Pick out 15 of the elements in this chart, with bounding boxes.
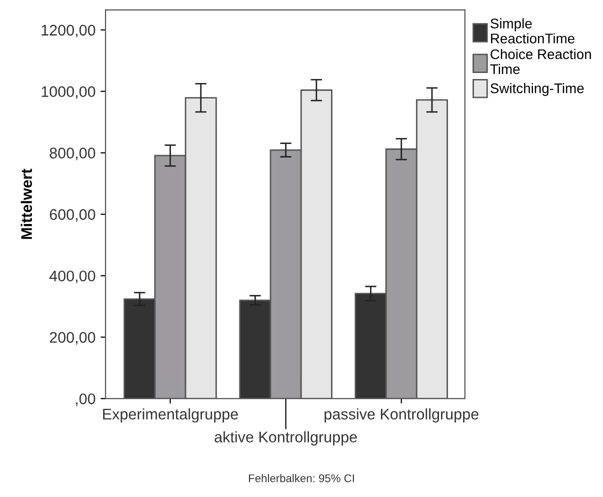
legend-label: Simple ReactionTime (490, 18, 574, 44)
y-tick-label: 800,00 (50, 148, 96, 160)
y-tick-label: 1000,00 (42, 86, 96, 99)
x-tick-label: aktive Kontrollgruppe (214, 431, 357, 446)
y-tick-label: 1200,00 (42, 24, 96, 38)
legend-label: Switching-Time (490, 83, 584, 96)
y-tick-label: ,00 (76, 393, 96, 406)
text: Fehlerbalken: 95% CI (248, 474, 354, 482)
y-tick-label: 600,00 (50, 209, 96, 222)
y-tick-label: 200,00 (50, 332, 96, 345)
x-tick-label: Experimentalgruppe (103, 408, 238, 423)
y-axis-title: Mittelwert (20, 168, 32, 239)
y-tick-label: 400,00 (49, 270, 96, 284)
legend-label: Choice Reaction Time (490, 48, 591, 74)
x-tick-label: passive Kontrollgruppe (324, 408, 478, 423)
